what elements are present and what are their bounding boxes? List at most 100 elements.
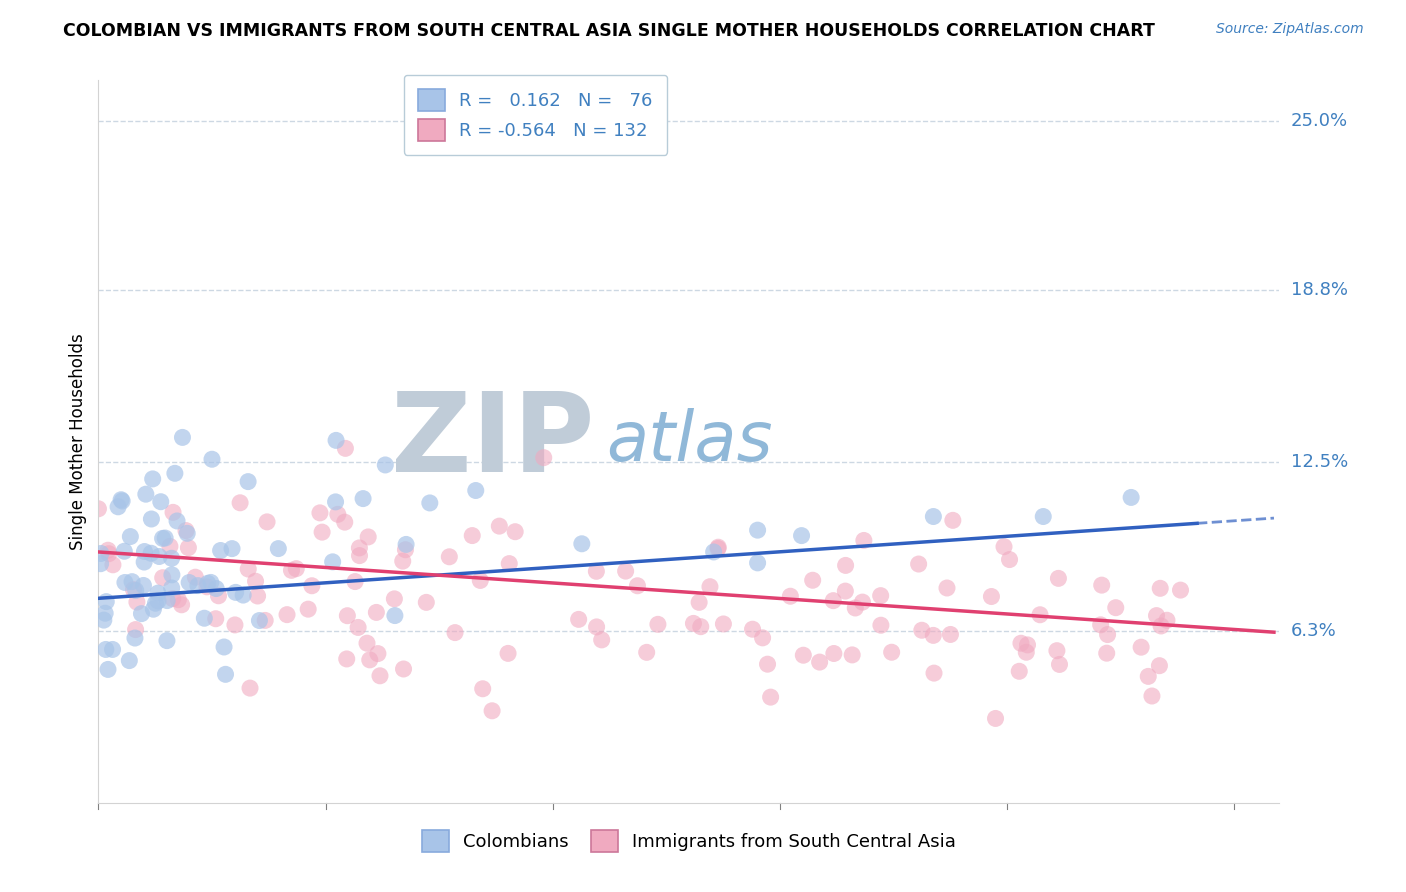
Point [1149,582,1171,596]
Point [869,589,891,603]
Point [907,557,929,571]
Point [1150,619,1173,633]
Point [94,606,117,620]
Point [1121,491,1143,505]
Point [309,506,332,520]
Point [125,583,148,598]
Point [174,524,197,538]
Point [122,582,145,597]
Point [249,614,271,628]
Point [214,667,236,681]
Point [142,472,165,486]
Point [160,551,183,566]
Point [1130,640,1153,655]
Point [176,526,198,541]
Point [167,592,190,607]
Point [124,631,146,645]
Point [297,602,319,616]
Point [703,545,725,559]
Y-axis label: Single Mother Households: Single Mother Households [69,334,87,549]
Point [382,591,405,606]
Text: 12.5%: 12.5% [1291,453,1348,471]
Point [145,596,167,610]
Text: 25.0%: 25.0% [1291,112,1348,130]
Point [149,494,172,508]
Point [124,623,146,637]
Point [689,620,711,634]
Point [101,642,124,657]
Point [94,642,117,657]
Point [197,576,219,591]
Point [134,544,156,558]
Point [153,531,176,545]
Point [245,574,267,589]
Point [585,620,607,634]
Point [239,681,262,695]
Point [942,513,965,527]
Point [118,654,141,668]
Point [747,523,769,537]
Point [101,558,124,572]
Point [114,575,136,590]
Point [911,624,934,638]
Point [471,681,494,696]
Point [488,519,510,533]
Point [980,590,1002,604]
Point [209,543,232,558]
Point [626,579,648,593]
Point [688,595,710,609]
Point [936,581,959,595]
Point [311,525,333,540]
Point [131,607,153,621]
Point [1170,583,1192,598]
Point [1032,509,1054,524]
Point [224,618,246,632]
Point [922,509,945,524]
Point [1156,613,1178,627]
Point [267,541,290,556]
Point [135,487,157,501]
Point [132,578,155,592]
Point [160,581,183,595]
Point [439,549,461,564]
Point [134,555,156,569]
Point [844,601,866,615]
Point [498,557,520,571]
Point [801,574,824,588]
Point [187,578,209,592]
Point [922,628,945,642]
Point [394,542,416,557]
Point [325,434,347,448]
Point [212,640,235,654]
Point [636,645,658,659]
Point [170,598,193,612]
Point [834,558,856,573]
Point [125,595,148,609]
Text: 18.8%: 18.8% [1291,281,1347,299]
Point [111,494,134,508]
Point [152,571,174,585]
Point [790,528,813,542]
Point [201,452,224,467]
Point [166,514,188,528]
Point [344,574,367,589]
Point [177,541,200,555]
Point [162,505,184,519]
Point [156,593,179,607]
Point [852,533,875,548]
Point [503,524,526,539]
Point [1105,600,1128,615]
Point [142,602,165,616]
Text: 6.3%: 6.3% [1291,622,1336,640]
Point [1017,638,1039,652]
Point [221,541,243,556]
Point [179,575,201,590]
Point [461,528,484,542]
Point [1146,608,1168,623]
Point [356,636,378,650]
Point [1140,689,1163,703]
Point [156,633,179,648]
Point [470,574,492,588]
Point [162,591,184,606]
Point [756,657,779,672]
